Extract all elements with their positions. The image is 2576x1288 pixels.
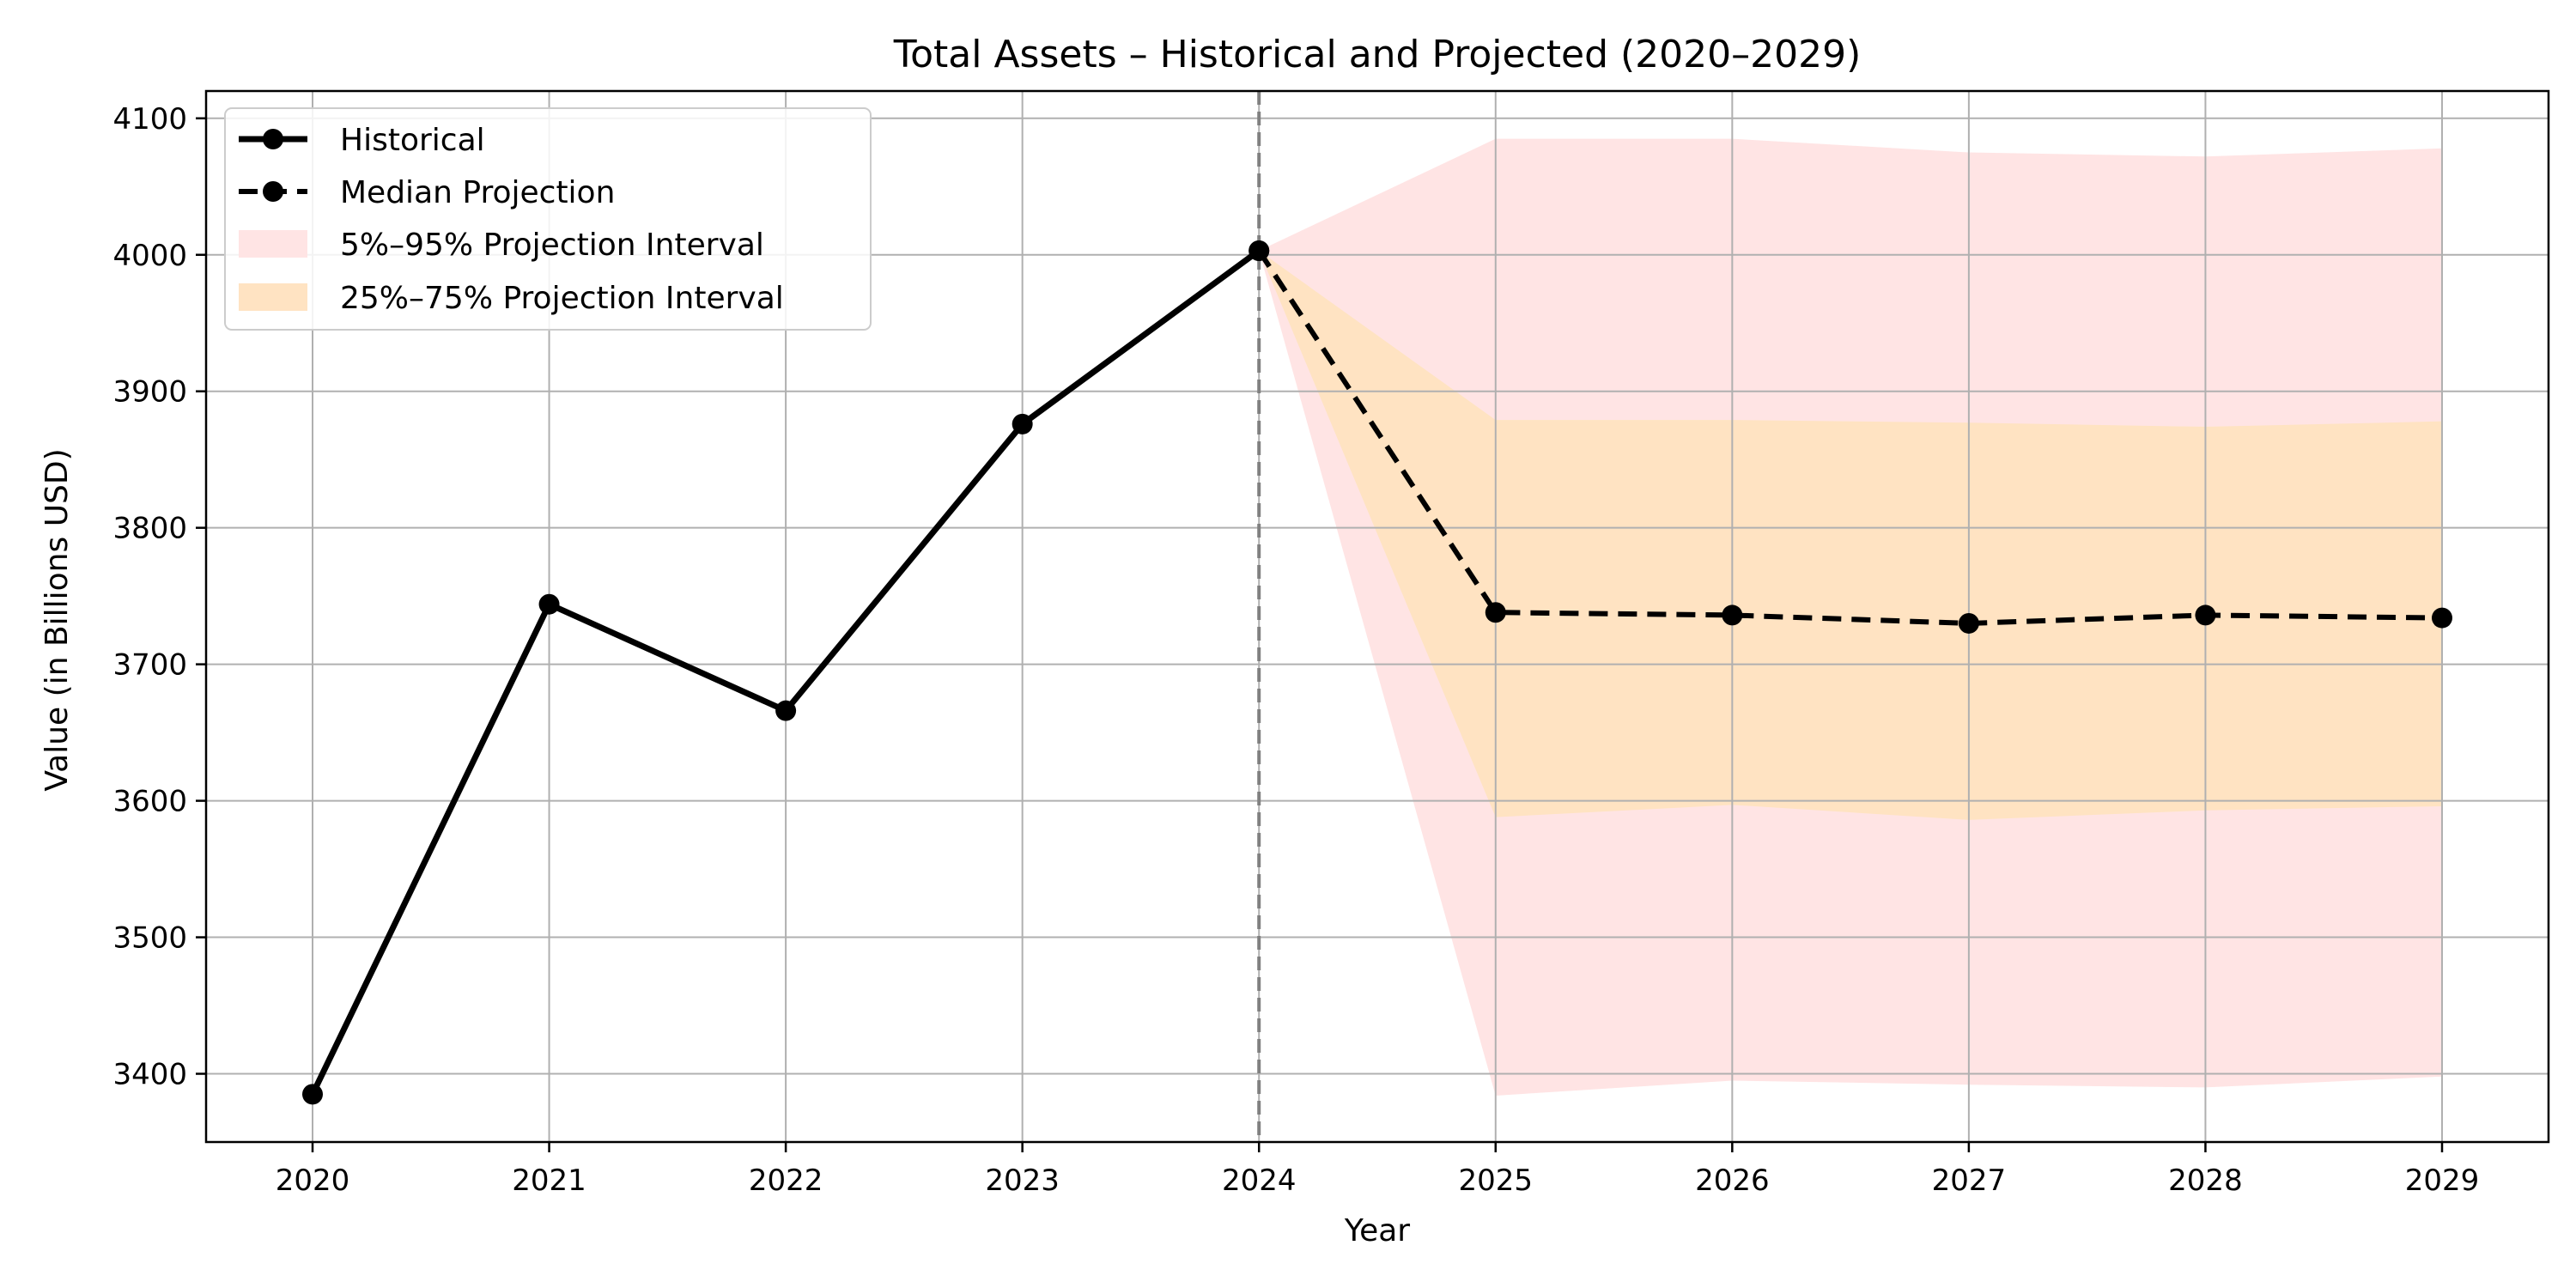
legend-band-5-95-swatch [239, 230, 307, 258]
y-tick-label: 3800 [112, 512, 187, 546]
historical-point [302, 1084, 323, 1105]
y-axis-label: Value (in Billions USD) [39, 448, 75, 791]
median-projection-point [2195, 605, 2216, 626]
median-projection-point [1249, 240, 1270, 261]
historical-point [775, 700, 797, 721]
x-tick-label: 2023 [985, 1163, 1060, 1198]
median-projection-point [1958, 612, 1979, 634]
legend: Historical Median Projection 5%–95% Projec… [224, 107, 872, 331]
bands-layer [1259, 138, 2442, 1096]
x-axis-label: Year [1344, 1213, 1410, 1249]
y-tick-label: 4100 [112, 102, 187, 137]
legend-band-25-75-label: 25%–75% Projection Interval [340, 281, 784, 316]
y-tick-label: 4000 [112, 239, 187, 273]
legend-box [224, 107, 872, 331]
x-tick-label: 2020 [276, 1163, 350, 1198]
y-tick-label: 3700 [112, 648, 187, 683]
x-tick-label: 2024 [1222, 1163, 1297, 1198]
historical-point [1012, 413, 1033, 434]
x-tick-label: 2027 [1932, 1163, 2007, 1198]
band-25-75 [1259, 250, 2442, 820]
x-tick-label: 2021 [512, 1163, 586, 1198]
legend-historical-marker [263, 129, 283, 149]
x-tick-label: 2026 [1695, 1163, 1770, 1198]
median-projection-line [1256, 249, 2443, 626]
historical-point [538, 593, 560, 615]
legend-band-25-75-swatch [239, 283, 307, 311]
legend-median-label: Median Projection [340, 175, 615, 210]
x-tick-label: 2028 [2168, 1163, 2243, 1198]
legend-historical-label: Historical [340, 123, 485, 158]
y-tick-label: 3400 [112, 1058, 187, 1092]
median-projection-point [2432, 607, 2452, 629]
y-tick-label: 3500 [112, 921, 187, 956]
y-tick-label: 3600 [112, 785, 187, 819]
legend-band-5-95-label: 5%–95% Projection Interval [340, 228, 764, 263]
x-tick-label: 2022 [749, 1163, 823, 1198]
median-projection-point [1485, 602, 1506, 623]
x-tick-label: 2025 [1459, 1163, 1534, 1198]
chart-title: Total Assets – Historical and Projected … [893, 33, 1862, 76]
legend-median-marker [263, 181, 283, 202]
y-tick-label: 3900 [112, 375, 187, 410]
lines-layer [302, 240, 2452, 1105]
x-tick-label: 2029 [2405, 1163, 2480, 1198]
plot-frame [204, 89, 2550, 1144]
median-projection-point [1722, 605, 1743, 626]
axes-layer: 2020 2021 2022 2023 2024 2025 2026 2027 2028 2029… [112, 89, 2550, 1198]
